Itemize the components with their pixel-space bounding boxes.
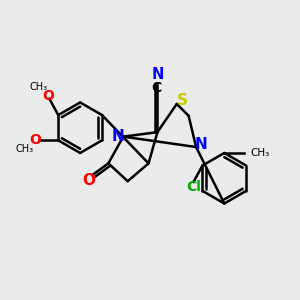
Text: S: S — [177, 94, 188, 109]
Text: O: O — [29, 133, 41, 147]
Text: N: N — [151, 67, 164, 82]
Text: O: O — [42, 89, 54, 103]
Text: CH₃: CH₃ — [250, 148, 269, 158]
Text: N: N — [112, 129, 124, 144]
Text: O: O — [82, 173, 96, 188]
Text: Cl: Cl — [186, 180, 201, 194]
Text: CH₃: CH₃ — [30, 82, 48, 92]
Text: N: N — [195, 136, 208, 152]
Text: CH₃: CH₃ — [15, 144, 33, 154]
Text: C: C — [152, 81, 162, 94]
